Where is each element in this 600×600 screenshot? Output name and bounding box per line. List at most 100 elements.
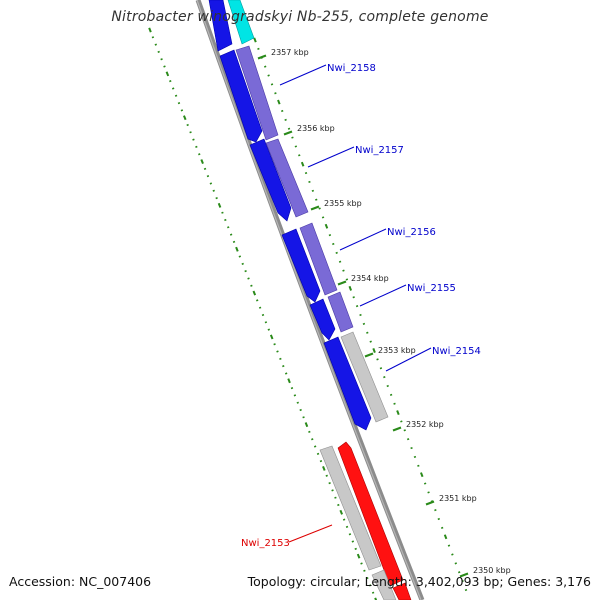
scale-dot xyxy=(396,410,400,416)
scale-dot xyxy=(290,386,294,390)
scale-dot xyxy=(304,422,309,428)
gene-label[interactable]: Nwi_2153 xyxy=(241,538,290,549)
gene-block[interactable] xyxy=(327,291,354,333)
label-leader-line xyxy=(288,524,333,543)
major-tick xyxy=(310,205,320,211)
scale-dot xyxy=(457,571,461,574)
major-tick xyxy=(392,426,402,432)
scale-dot xyxy=(151,36,155,39)
scale-dot xyxy=(261,313,265,317)
scale-dot xyxy=(300,161,305,167)
gene-label[interactable]: Nwi_2156 xyxy=(387,227,436,238)
scale-dot xyxy=(328,234,332,237)
gene-block[interactable] xyxy=(371,569,397,600)
scale-dot xyxy=(160,58,163,61)
scale-ticks: 2357 kbp 2356 kbp 2355 kbp 2354 kbp 2353 kbp… xyxy=(257,48,511,578)
major-tick xyxy=(425,500,435,506)
scale-dot xyxy=(209,182,213,185)
gene-label[interactable]: Nwi_2158 xyxy=(327,63,376,74)
gene-block[interactable] xyxy=(337,441,404,587)
gene-block[interactable] xyxy=(319,445,382,571)
scale-dot xyxy=(410,446,413,450)
scale-dot xyxy=(200,159,204,164)
scale-dot xyxy=(376,358,379,361)
gene-label[interactable]: Nwi_2157 xyxy=(355,145,404,156)
scale-dot xyxy=(440,526,444,530)
gene-block[interactable] xyxy=(227,0,255,45)
scale-dot xyxy=(359,313,362,317)
gene-block[interactable] xyxy=(265,138,309,218)
scale-dot xyxy=(267,74,270,77)
scale-dot xyxy=(177,101,181,105)
scale-dot xyxy=(215,196,218,200)
scale-dot xyxy=(250,284,253,287)
inner-dotted-scale xyxy=(148,27,378,600)
gene-block[interactable] xyxy=(219,49,263,143)
scale-dot xyxy=(335,251,338,255)
scale-dot xyxy=(372,348,376,353)
scale-dot xyxy=(379,367,383,370)
scale-dot xyxy=(354,547,357,550)
scale-dot xyxy=(371,591,375,594)
scale-dot xyxy=(332,242,335,246)
topology-text: Topology: circular; Length: 3,402,093 bp… xyxy=(247,574,591,589)
scale-dot xyxy=(252,290,257,296)
gene-block[interactable] xyxy=(309,298,336,341)
scale-dot xyxy=(362,322,366,325)
scale-dot xyxy=(366,576,369,580)
scale-dot xyxy=(427,491,430,494)
label-leader-line xyxy=(279,64,327,86)
scale-dot xyxy=(308,180,311,184)
scale-dot xyxy=(253,37,257,43)
tick-label: 2351 kbp xyxy=(439,494,477,503)
tick-label: 2357 kbp xyxy=(271,48,309,57)
scale-dot xyxy=(281,109,284,113)
gene-block[interactable] xyxy=(323,336,372,431)
scale-dot xyxy=(263,65,267,68)
major-tick xyxy=(283,130,293,136)
map-title: Nitrobacter winogradskyi Nb-255, complet… xyxy=(111,9,489,25)
forward-strand-genes xyxy=(227,0,389,423)
scale-dot xyxy=(316,452,320,455)
gene-block[interactable] xyxy=(340,331,389,423)
scale-dot xyxy=(338,260,342,263)
scale-dot xyxy=(352,296,355,299)
scale-dot xyxy=(451,553,454,556)
scale-dot xyxy=(351,540,355,543)
scale-dot xyxy=(273,343,276,346)
label-leader-line xyxy=(307,146,355,168)
scale-dot xyxy=(183,115,187,121)
scale-dot xyxy=(287,127,291,130)
gene-block[interactable] xyxy=(299,222,338,296)
scale-dot xyxy=(221,211,224,214)
gene-block[interactable] xyxy=(208,0,233,52)
scale-dot xyxy=(348,285,353,291)
scale-dot xyxy=(224,218,227,222)
scale-dot xyxy=(319,460,323,463)
gene-block[interactable] xyxy=(281,228,321,303)
scale-dot xyxy=(434,509,437,512)
scale-dot xyxy=(277,99,281,105)
scale-dot xyxy=(389,393,393,396)
major-tick xyxy=(364,352,374,358)
scale-dot xyxy=(195,145,198,149)
scale-dot xyxy=(247,277,250,280)
scale-dot xyxy=(235,246,239,252)
scale-dot xyxy=(227,226,230,229)
scale-dot xyxy=(334,496,337,499)
scale-dot xyxy=(217,202,222,208)
reverse-strand-genes xyxy=(208,0,372,431)
gene-label[interactable]: Nwi_2154 xyxy=(432,346,481,357)
scale-dot xyxy=(369,340,372,343)
tick-label: 2350 kbp xyxy=(473,566,511,575)
lower-genes xyxy=(319,441,412,600)
scale-dot xyxy=(284,118,287,121)
scale-dot xyxy=(304,171,308,175)
gene-label[interactable]: Nwi_2155 xyxy=(407,283,456,294)
scale-dot xyxy=(244,270,247,273)
gene-block[interactable] xyxy=(392,582,412,600)
scale-dot xyxy=(296,401,299,404)
gene-block[interactable] xyxy=(235,45,279,141)
gene-block[interactable] xyxy=(249,138,292,222)
scale-dot xyxy=(443,534,448,540)
